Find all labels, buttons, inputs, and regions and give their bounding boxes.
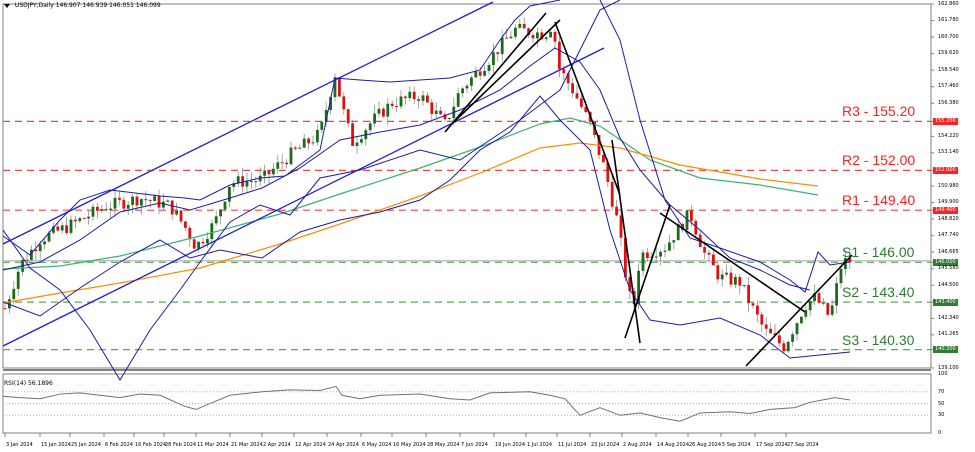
date-tick: 11 Mar 2024 <box>197 442 229 448</box>
price-tick: 146.000 <box>933 258 958 266</box>
date-tick: 1 Jul 2024 <box>527 442 553 448</box>
price-tick: 147.740 <box>938 232 959 239</box>
rsi-tick: 0 <box>938 430 942 436</box>
date-tick: 15 Jan 2024 <box>41 442 71 448</box>
date-tick: 17 Sep 2024 <box>756 442 788 448</box>
date-tick: 14 Aug 2024 <box>657 442 690 448</box>
rsi-tick: 100 <box>938 371 948 377</box>
rsi-tick: 50 <box>938 400 945 407</box>
rsi-tick: 30 <box>938 412 945 419</box>
date-tick: 25 Jan 2024 <box>71 442 101 448</box>
level-label-r2: R2 - 152.00 <box>842 152 916 169</box>
date-tick: 6 May 2024 <box>362 442 392 448</box>
price-tick: 156.380 <box>938 99 959 106</box>
level-label-r1: R1 - 149.40 <box>842 192 916 209</box>
price-tick: 155.200 <box>933 117 958 125</box>
date-tick: 12 Apr 2024 <box>295 442 326 448</box>
price-tick: 143.400 <box>933 298 958 306</box>
date-tick: 21 Mar 2024 <box>231 442 263 448</box>
price-tick: 152.000 <box>933 166 958 174</box>
symbol-label: USDJPY,Daily <box>14 2 54 9</box>
date-tick: 2 Aug 2024 <box>623 442 652 448</box>
price-tick: 140.300 <box>933 346 958 354</box>
level-label-s1: S1 - 146.00 <box>842 244 915 261</box>
date-tick: 23 Jul 2024 <box>591 442 620 448</box>
date-tick: 28 May 2024 <box>427 442 460 448</box>
price-tick: 142.340 <box>938 314 959 321</box>
price-tick: 146.665 <box>938 248 959 255</box>
price-tick: 149.900 <box>938 199 959 206</box>
date-tick: 6 Feb 2024 <box>105 442 133 448</box>
price-tick: 162.860 <box>938 0 959 7</box>
ohlc-values: 146.907 146.939 146.051 146.099 <box>55 2 161 9</box>
date-tick: 26 Aug 2024 <box>689 442 722 448</box>
price-tick: 139.100 <box>938 364 959 371</box>
level-label-s3: S3 - 140.30 <box>842 331 915 348</box>
price-tick: 153.140 <box>938 149 959 156</box>
date-tick: 3 Jan 2024 <box>6 442 33 448</box>
level-label-r3: R3 - 155.20 <box>842 103 916 120</box>
price-tick: 149.400 <box>933 206 958 214</box>
date-tick: 5 Sep 2024 <box>722 442 751 448</box>
price-tick: 159.620 <box>938 50 959 57</box>
date-tick: 24 Apr 2024 <box>328 442 359 448</box>
price-tick: 150.980 <box>938 182 959 189</box>
date-tick: 16 May 2024 <box>393 442 426 448</box>
date-tick: 19 Jun 2024 <box>495 442 526 448</box>
chart-title: USDJPY,Daily 146.907 146.939 146.051 146… <box>4 2 161 9</box>
price-tick: 160.700 <box>938 33 959 40</box>
price-tick: 145.580 <box>938 265 959 272</box>
price-tick: 161.780 <box>938 17 959 24</box>
price-tick: 141.265 <box>938 331 959 338</box>
price-tick: 158.540 <box>938 66 959 73</box>
date-tick: 27 Sep 2024 <box>787 442 819 448</box>
rsi-tick: 70 <box>938 388 945 395</box>
price-tick: 144.500 <box>938 281 959 288</box>
collapse-triangle-icon[interactable] <box>4 3 10 8</box>
price-tick: 154.220 <box>938 132 959 139</box>
date-tick: 16 Feb 2024 <box>135 442 167 448</box>
price-tick: 157.460 <box>938 83 959 90</box>
date-tick: 2 Apr 2024 <box>263 442 291 448</box>
date-tick: 7 Jun 2024 <box>461 442 488 448</box>
price-tick: 148.820 <box>938 215 959 222</box>
date-tick: 28 Feb 2024 <box>165 442 197 448</box>
rsi-label: RSI(14) 56.1896 <box>4 380 53 387</box>
level-label-s2: S2 - 143.40 <box>842 284 915 301</box>
date-tick: 11 Jul 2024 <box>558 442 587 448</box>
